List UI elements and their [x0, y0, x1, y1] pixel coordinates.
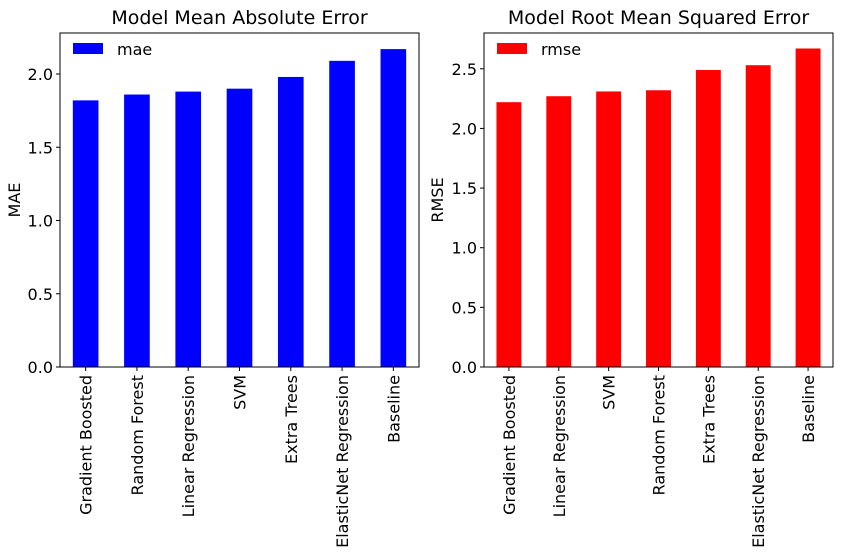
rmse-bar-5: [745, 65, 771, 367]
mae-xtick-label: Linear Regression: [179, 375, 198, 517]
rmse-bar-4: [695, 69, 721, 367]
rmse-xtick-label: Random Forest: [650, 375, 669, 495]
mae-bar-3: [226, 88, 253, 368]
rmse-xtick-label: Extra Trees: [699, 375, 718, 464]
mae-ytick-label: 1.0: [28, 212, 53, 231]
mae-xtick-label: Random Forest: [128, 375, 147, 495]
rmse-bar-0: [496, 102, 522, 367]
mae-ytick-label: 1.5: [28, 138, 53, 157]
mae-chart: 0.0 0.5 1.0 1.5 2.0 Gradient Boosted Random Fo…: [5, 7, 420, 548]
rmse-bar-3: [646, 90, 671, 367]
rmse-ytick-label: 0.0: [452, 358, 477, 377]
rmse-bar-2: [596, 91, 622, 367]
rmse-ytick-label: 2.0: [452, 119, 477, 138]
rmse-ytick-label: 1.5: [452, 179, 477, 198]
rmse-ytick-label: 0.5: [452, 298, 477, 317]
mae-xtick-label: Extra Trees: [282, 375, 301, 464]
mae-bar-6: [380, 49, 407, 367]
mae-legend-swatch: [73, 43, 103, 54]
rmse-chart: 0.0 0.5 1.0 1.5 2.0 2.5 Gradient Boosted Linear…: [428, 7, 834, 548]
rmse-xtick-label: Linear Regression: [550, 375, 569, 517]
rmse-xtick-label: ElasticNet Regression: [749, 375, 768, 548]
rmse-y-axis-label: RMSE: [428, 177, 447, 222]
mae-xtick-label: SVM: [231, 375, 250, 410]
rmse-legend-label: rmse: [541, 40, 581, 59]
mae-chart-title: Model Mean Absolute Error: [111, 7, 367, 29]
mae-ytick-label: 0.5: [28, 285, 53, 304]
mae-bar-0: [72, 100, 99, 368]
mae-bar-1: [124, 94, 150, 368]
mae-xtick-label: Gradient Boosted: [77, 375, 96, 515]
mae-legend-label: mae: [117, 40, 152, 59]
rmse-xtick-label: Gradient Boosted: [500, 375, 519, 515]
mae-xtick-label: ElasticNet Regression: [333, 375, 352, 548]
mae-xtick-label: Baseline: [384, 375, 403, 443]
rmse-xtick-label: SVM: [600, 375, 619, 410]
rmse-bar-1: [546, 96, 572, 367]
rmse-ytick-label: 1.0: [452, 239, 477, 258]
rmse-xtick-label: Baseline: [799, 375, 818, 443]
rmse-legend-swatch: [497, 43, 527, 54]
rmse-ytick-label: 2.5: [452, 60, 477, 79]
mae-bar-4: [277, 76, 304, 368]
mae-y-axis-label: MAE: [5, 183, 24, 218]
mae-bar-5: [329, 60, 355, 367]
mae-bar-2: [175, 91, 202, 367]
rmse-chart-title: Model Root Mean Squared Error: [508, 7, 809, 29]
rmse-bar-6: [795, 48, 821, 367]
mae-ytick-label: 2.0: [28, 65, 53, 84]
mae-ytick-label: 0.0: [28, 358, 53, 377]
